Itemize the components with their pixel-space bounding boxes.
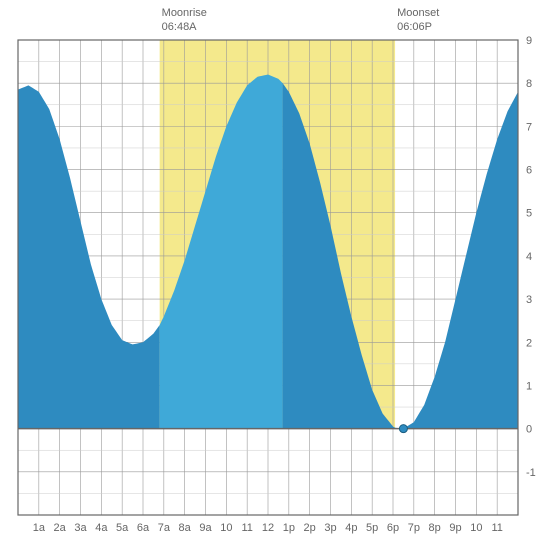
chart-svg: 1a2a3a4a5a6a7a8a9a1011121p2p3p4p5p6p7p8p… [0, 0, 550, 550]
svg-text:1: 1 [526, 380, 532, 392]
svg-text:5: 5 [526, 208, 532, 220]
svg-text:3p: 3p [324, 522, 336, 534]
svg-text:3a: 3a [74, 522, 87, 534]
annotation-moonrise-title: Moonrise [162, 6, 207, 20]
svg-text:4p: 4p [345, 522, 357, 534]
svg-text:10: 10 [220, 522, 232, 534]
svg-text:12: 12 [262, 522, 274, 534]
svg-text:0: 0 [526, 424, 532, 436]
svg-text:3: 3 [526, 294, 532, 306]
annotation-moonset: Moonset 06:06P [397, 6, 439, 35]
svg-text:1p: 1p [283, 522, 295, 534]
svg-text:1a: 1a [33, 522, 46, 534]
svg-text:-1: -1 [526, 467, 536, 479]
svg-text:9a: 9a [199, 522, 212, 534]
svg-text:2p: 2p [304, 522, 316, 534]
svg-text:5p: 5p [366, 522, 378, 534]
annotation-moonset-title: Moonset [397, 6, 439, 20]
annotation-moonrise-time: 06:48A [162, 20, 207, 34]
svg-text:5a: 5a [116, 522, 129, 534]
svg-text:11: 11 [491, 522, 502, 534]
svg-text:7p: 7p [408, 522, 420, 534]
svg-text:6a: 6a [137, 522, 150, 534]
svg-text:6p: 6p [387, 522, 399, 534]
svg-text:4: 4 [526, 251, 532, 263]
annotation-moonrise: Moonrise 06:48A [162, 6, 207, 35]
svg-text:10: 10 [470, 522, 482, 534]
svg-text:4a: 4a [95, 522, 108, 534]
svg-text:7: 7 [526, 121, 532, 133]
annotation-moonset-time: 06:06P [397, 20, 439, 34]
svg-text:2: 2 [526, 337, 532, 349]
svg-text:8p: 8p [429, 522, 441, 534]
svg-text:7a: 7a [158, 522, 171, 534]
svg-text:11: 11 [241, 522, 252, 534]
svg-text:9: 9 [526, 35, 532, 47]
svg-text:8: 8 [526, 78, 532, 90]
svg-text:6: 6 [526, 165, 532, 177]
svg-text:2a: 2a [54, 522, 67, 534]
tide-chart: 1a2a3a4a5a6a7a8a9a1011121p2p3p4p5p6p7p8p… [0, 0, 550, 550]
svg-text:8a: 8a [179, 522, 192, 534]
svg-text:9p: 9p [449, 522, 461, 534]
